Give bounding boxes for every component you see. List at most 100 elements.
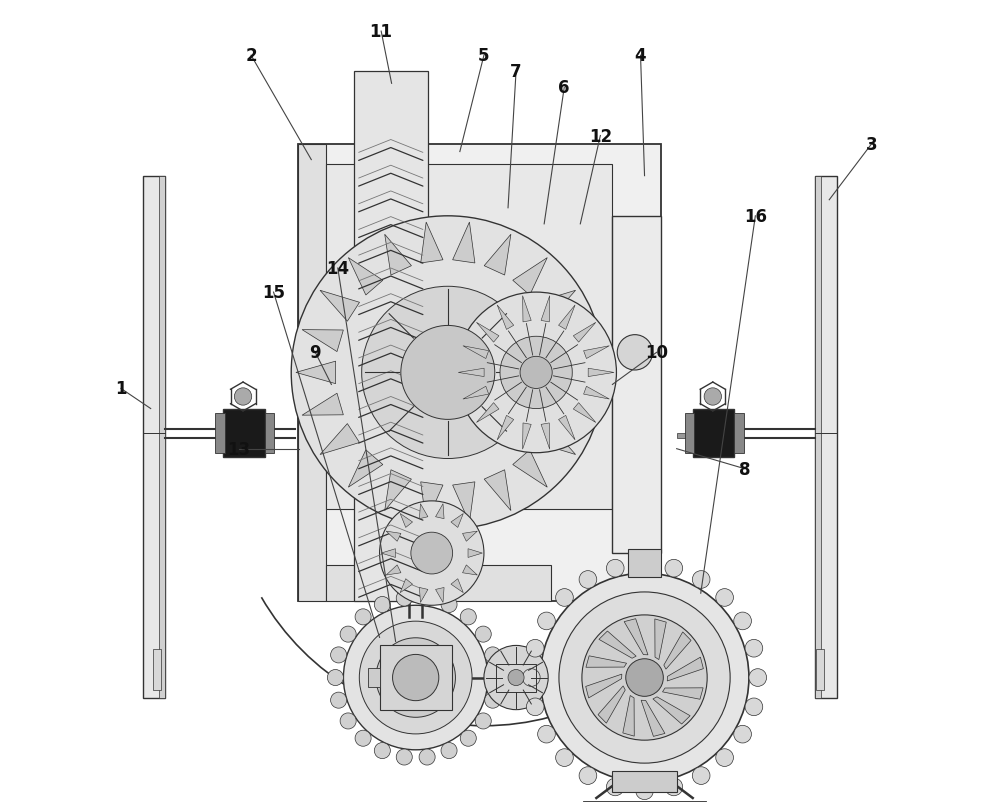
Polygon shape xyxy=(476,323,499,342)
Polygon shape xyxy=(586,656,627,667)
Text: 2: 2 xyxy=(245,47,257,65)
Circle shape xyxy=(636,556,653,573)
Circle shape xyxy=(500,337,572,409)
Polygon shape xyxy=(599,631,636,658)
Polygon shape xyxy=(667,658,703,681)
Bar xyxy=(612,772,677,792)
Bar xyxy=(326,164,612,509)
Polygon shape xyxy=(584,387,609,399)
Circle shape xyxy=(484,646,548,710)
Circle shape xyxy=(745,640,763,658)
Polygon shape xyxy=(463,346,489,359)
Circle shape xyxy=(559,592,730,764)
Polygon shape xyxy=(541,296,550,322)
Bar xyxy=(693,409,734,457)
Circle shape xyxy=(475,713,491,729)
Circle shape xyxy=(520,357,552,389)
Circle shape xyxy=(327,670,343,686)
Circle shape xyxy=(485,647,501,663)
Circle shape xyxy=(734,726,751,743)
Circle shape xyxy=(606,560,624,577)
Circle shape xyxy=(716,589,733,606)
Circle shape xyxy=(526,640,544,658)
Polygon shape xyxy=(552,330,594,352)
Circle shape xyxy=(376,638,455,717)
Circle shape xyxy=(704,388,721,406)
Polygon shape xyxy=(523,296,531,322)
Text: 8: 8 xyxy=(739,460,751,478)
Circle shape xyxy=(460,731,476,747)
Polygon shape xyxy=(463,387,489,399)
Polygon shape xyxy=(458,369,484,377)
Circle shape xyxy=(692,571,710,589)
Polygon shape xyxy=(400,514,413,528)
Text: 9: 9 xyxy=(309,344,321,362)
Polygon shape xyxy=(386,532,401,541)
Polygon shape xyxy=(541,423,550,450)
Circle shape xyxy=(380,501,484,606)
Circle shape xyxy=(636,782,653,800)
Circle shape xyxy=(749,669,767,687)
Bar xyxy=(143,176,165,698)
Circle shape xyxy=(692,767,710,784)
Circle shape xyxy=(556,589,573,606)
Circle shape xyxy=(234,388,252,406)
Circle shape xyxy=(745,698,763,715)
Polygon shape xyxy=(573,403,596,423)
Bar xyxy=(326,565,551,602)
Circle shape xyxy=(716,749,733,767)
Polygon shape xyxy=(296,362,336,384)
Circle shape xyxy=(508,670,524,686)
Text: 3: 3 xyxy=(866,136,878,153)
Circle shape xyxy=(393,654,439,701)
Polygon shape xyxy=(436,588,444,602)
Circle shape xyxy=(456,293,616,453)
Polygon shape xyxy=(624,619,648,655)
Bar xyxy=(223,409,265,457)
Text: 7: 7 xyxy=(510,63,522,81)
Polygon shape xyxy=(302,394,343,415)
Polygon shape xyxy=(513,450,547,488)
Bar xyxy=(354,72,428,602)
Polygon shape xyxy=(513,258,547,296)
Bar xyxy=(298,144,661,602)
Polygon shape xyxy=(586,674,622,698)
Polygon shape xyxy=(381,549,395,557)
Polygon shape xyxy=(348,450,383,488)
Text: 11: 11 xyxy=(370,23,393,41)
Text: 6: 6 xyxy=(558,79,570,97)
Polygon shape xyxy=(419,588,428,602)
Polygon shape xyxy=(385,235,411,276)
Circle shape xyxy=(538,725,555,743)
Polygon shape xyxy=(421,482,443,523)
Polygon shape xyxy=(468,549,482,557)
Circle shape xyxy=(579,767,597,784)
Polygon shape xyxy=(598,686,625,723)
Circle shape xyxy=(488,670,504,686)
Polygon shape xyxy=(484,235,511,276)
Circle shape xyxy=(331,692,347,708)
Bar xyxy=(734,413,744,453)
Circle shape xyxy=(556,749,573,767)
Circle shape xyxy=(441,597,457,613)
Circle shape xyxy=(396,749,412,765)
Circle shape xyxy=(343,606,488,750)
Circle shape xyxy=(374,743,390,759)
Polygon shape xyxy=(453,482,475,523)
Polygon shape xyxy=(497,306,514,330)
Bar xyxy=(612,217,661,553)
Circle shape xyxy=(291,217,604,529)
Text: 13: 13 xyxy=(227,440,251,458)
Circle shape xyxy=(355,731,371,747)
Polygon shape xyxy=(385,470,411,511)
Polygon shape xyxy=(463,565,477,575)
Circle shape xyxy=(485,692,501,708)
Circle shape xyxy=(355,609,371,625)
Bar xyxy=(153,650,161,690)
Polygon shape xyxy=(559,416,575,440)
Polygon shape xyxy=(584,346,609,359)
Text: 16: 16 xyxy=(744,208,767,225)
Polygon shape xyxy=(662,688,703,699)
Polygon shape xyxy=(484,470,511,511)
Bar xyxy=(815,176,821,698)
